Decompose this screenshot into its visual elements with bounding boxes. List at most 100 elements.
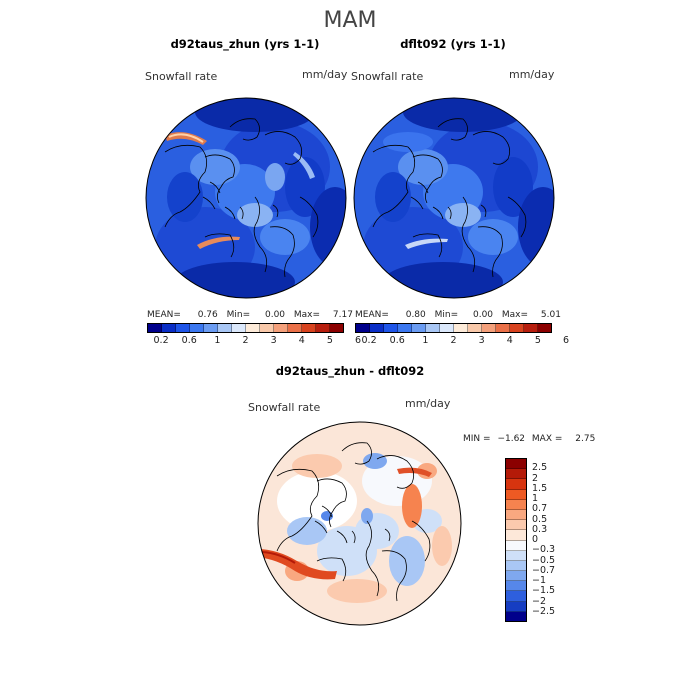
panel-1-colorbar-swatch [204,324,218,332]
panel-1-colorbar-tick-label: 6 [355,335,362,346]
panel-1-colorbar-swatch [232,324,246,332]
panel-1-colorbar-swatch [246,324,260,332]
panel-1-colorbar-tick-label: 0.2 [153,335,169,346]
panel-1-min-value: 0.00 [264,310,286,320]
difference-colorbar-swatches [505,458,527,622]
season-title: MAM [323,8,377,33]
panel-2-mean-value: 0.80 [405,310,426,320]
difference-colorbar-label: −2 [532,595,547,607]
difference-colorbar-label: −1.5 [532,585,556,597]
difference-min-label: MIN = [463,434,491,444]
panel-2-colorbar-swatch [524,324,538,332]
panel-2-colorbar-swatches [355,323,552,333]
panel-1-max-label: Max= [293,310,321,320]
panel-1-colorbar-ticks: 0.2 0.6 1 2 3 4 5 6 [147,333,362,347]
panel-1-colorbar-swatches [147,323,344,333]
difference-colorbar-swatch [506,571,526,582]
difference-colorbar-swatch [506,479,526,490]
difference-colorbar-label: −1 [532,575,547,586]
difference-max-label: MAX = [531,434,563,444]
panel-2-map [353,97,555,299]
panel-2-mean-label: MEAN= [355,310,389,320]
panel-1-colorbar-swatch [176,324,190,332]
panel-1-colorbar-swatch [288,324,302,332]
panel-2-colorbar-tick-label: 4 [506,335,513,346]
difference-colorbar-swatch [506,591,526,602]
difference-colorbar-label: −0.5 [532,554,556,566]
panel-1-colorbar-tick-label: 2 [242,335,249,346]
difference-colorbar-swatch [506,540,526,551]
difference-colorbar-label: −2.5 [532,605,556,617]
difference-colorbar-label: 1.5 [532,482,548,494]
panel-1-colorbar-swatch [330,324,343,332]
panel-1-colorbar-tick-label: 0.6 [181,335,197,346]
difference-colorbar-swatch [506,469,526,480]
panel-2-min-value: 0.00 [472,310,494,320]
panel-2-map-svg [353,97,555,299]
difference-variable: Snowfall rate [248,401,321,414]
panel-1-map-svg [145,97,347,299]
panel-1-colorbar-swatch [190,324,204,332]
difference-colorbar-swatch [506,550,526,561]
panel-2-colorbar-tick-label: 1 [422,335,429,346]
panel-2-colorbar-swatch [426,324,440,332]
panel-1-max-value: 7.17 [332,310,353,320]
difference-colorbar-labels: 2.5 2 1.5 1 0.7 0.5 0.3 0 −0.3 −0.5 −0.7 −1 −1.5 −2 −2… [532,458,592,622]
panel-1-colorbar-tick-label: 4 [298,335,305,346]
difference-colorbar-swatch [506,459,526,470]
panel-2-colorbar-swatch [370,324,384,332]
difference-colorbar [505,458,527,622]
difference-colorbar-swatch [506,509,526,521]
panel-1-colorbar-swatch [218,324,232,332]
panel-1-colorbar-tick-label: 5 [326,335,333,346]
panel-2-min-label: Min= [434,310,459,320]
panel-2-colorbar-tick-label: 0.6 [389,335,405,346]
difference-colorbar-swatch [506,489,526,500]
panel-2-colorbar-swatch [384,324,398,332]
difference-map [257,421,462,626]
panel-1-colorbar-swatch [274,324,288,332]
panel-2-colorbar-ticks: 0.2 0.6 1 2 3 4 5 6 [355,333,570,347]
difference-colorbar-label: 0 [532,534,539,545]
panel-1-mean-value: 0.76 [197,310,218,320]
difference-colorbar-swatch [506,581,526,592]
panel-2-max-value: 5.01 [540,310,561,320]
panel-2-colorbar-swatch [440,324,454,332]
panel-2-units: mm/day [509,68,555,81]
panel-1-units: mm/day [302,68,348,81]
panel-2-colorbar-tick-label: 6 [563,335,570,346]
difference-colorbar-label: 0.7 [532,503,548,515]
panel-2-variable: Snowfall rate [351,70,424,83]
difference-colorbar-label: 0.3 [532,523,548,535]
panel-1-colorbar-swatch [162,324,176,332]
panel-1-stats: MEAN= 0.76 Min= 0.00 Max= 7.17 [147,310,353,320]
panel-1-colorbar-tick-label: 3 [270,335,277,346]
panel-2-colorbar-swatch [482,324,496,332]
difference-colorbar-label: 1 [532,493,539,504]
difference-colorbar-label: −0.7 [532,564,556,576]
difference-stats: MIN = −1.62 MAX = 2.75 [463,434,595,444]
panel-2-colorbar: 0.2 0.6 1 2 3 4 5 6 [355,323,570,347]
panel-1-min-label: Min= [226,310,251,320]
panel-2-max-label: Max= [501,310,529,320]
panel-2-colorbar-tick-label: 2 [450,335,457,346]
difference-colorbar-label: −0.3 [532,544,556,556]
panel-2-colorbar-tick-label: 5 [534,335,541,346]
panel-1-map [145,97,347,299]
panel-1-colorbar: 0.2 0.6 1 2 3 4 5 6 [147,323,362,347]
panel-1-colorbar-swatch [302,324,316,332]
panel-1-mean-label: MEAN= [147,310,181,320]
panel-2-colorbar-swatch [510,324,524,332]
difference-colorbar-label: 0.5 [532,513,548,525]
panel-1-title: d92taus_zhun (yrs 1-1) [170,37,320,51]
difference-colorbar-swatch [506,520,526,531]
difference-map-svg [257,421,462,626]
difference-colorbar-swatch [506,499,526,510]
panel-2-colorbar-tick-label: 3 [478,335,485,346]
panel-1-colorbar-swatch [148,324,162,332]
panel-2-colorbar-swatch [398,324,412,332]
difference-max-value: 2.75 [575,434,596,444]
panel-2-colorbar-swatch [454,324,468,332]
difference-colorbar-swatch [506,560,526,572]
panel-2-stats: MEAN= 0.80 Min= 0.00 Max= 5.01 [355,310,561,320]
